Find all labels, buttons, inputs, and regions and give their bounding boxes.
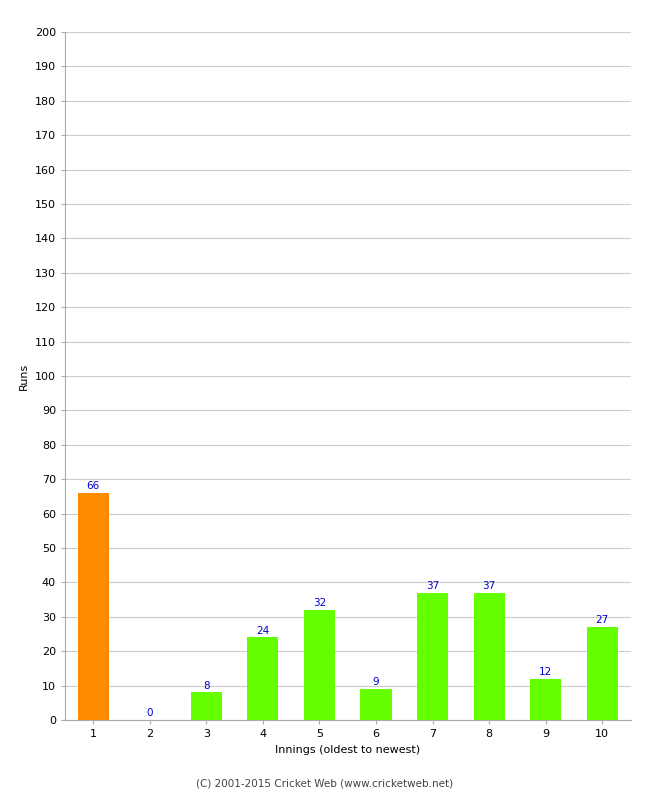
Text: 66: 66: [86, 482, 100, 491]
Bar: [191, 693, 222, 720]
Bar: [417, 593, 448, 720]
Text: 12: 12: [539, 667, 552, 677]
Bar: [587, 627, 618, 720]
Text: 9: 9: [372, 678, 380, 687]
Bar: [248, 638, 278, 720]
Text: 37: 37: [426, 581, 439, 591]
Bar: [361, 689, 391, 720]
Text: 27: 27: [595, 615, 609, 626]
Text: 8: 8: [203, 681, 210, 690]
Text: 24: 24: [256, 626, 270, 636]
Bar: [78, 493, 109, 720]
Bar: [304, 610, 335, 720]
Bar: [474, 593, 504, 720]
X-axis label: Innings (oldest to newest): Innings (oldest to newest): [275, 745, 421, 754]
Bar: [530, 678, 561, 720]
Y-axis label: Runs: Runs: [20, 362, 29, 390]
Text: 37: 37: [482, 581, 496, 591]
Text: (C) 2001-2015 Cricket Web (www.cricketweb.net): (C) 2001-2015 Cricket Web (www.cricketwe…: [196, 778, 454, 788]
Text: 32: 32: [313, 598, 326, 608]
Text: 0: 0: [147, 708, 153, 718]
